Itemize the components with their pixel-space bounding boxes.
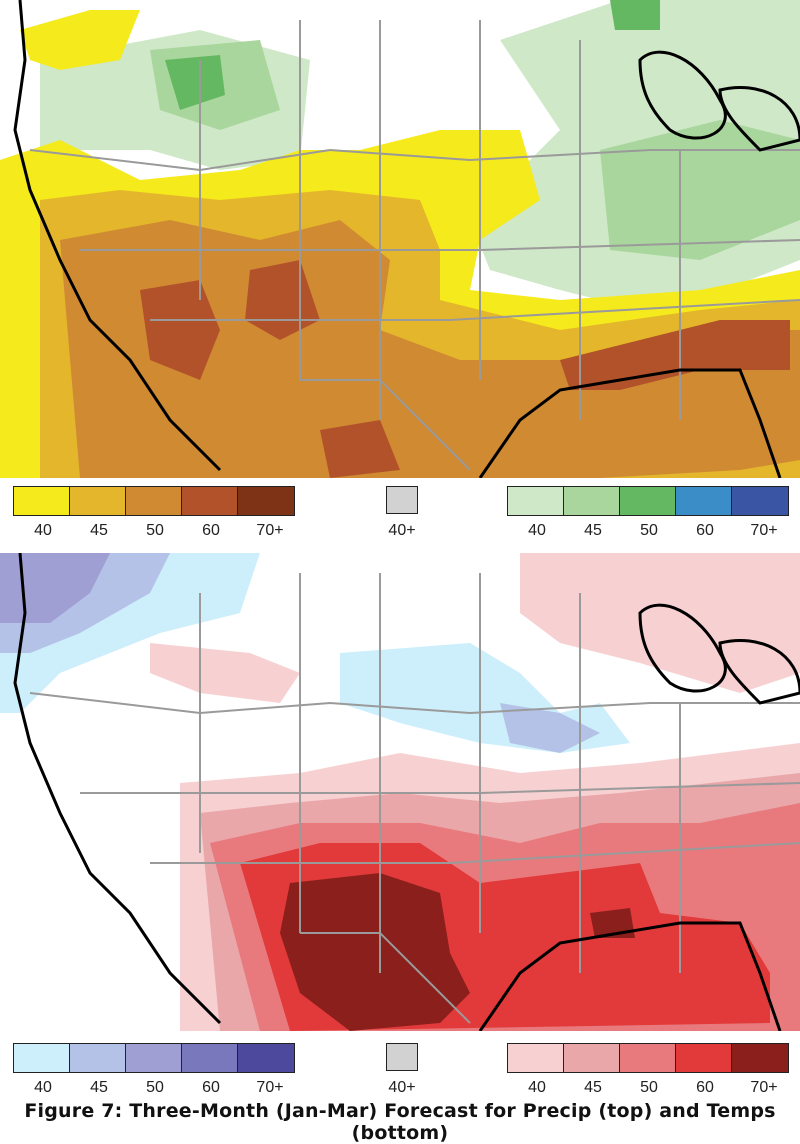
temp-coastline: [13, 553, 800, 1031]
precipitation-legend: 40 45 50 60 70+ 40+ 40 45 50 60 70+: [0, 486, 800, 546]
precip-ec-swatch: [386, 486, 418, 514]
precip-above-label-70: 70+: [750, 522, 778, 539]
precip-below-45-swatch: [70, 487, 126, 515]
precip-below-60-swatch: [182, 487, 238, 515]
temperature-legend: 40 45 50 60 70+ 40+ 40 45 50 60 70+: [0, 1043, 800, 1103]
temp-above-40-region: [520, 553, 800, 693]
precip-above-45-region-east: [600, 120, 800, 260]
temp-ec-swatch: [386, 1043, 418, 1071]
precipitation-map-graphic: [0, 0, 800, 478]
temp-above-label-70: 70+: [750, 1079, 778, 1096]
precip-below-label-50: 50: [146, 522, 164, 539]
temp-above-70-region-gulf: [590, 908, 635, 938]
precip-above-50-swatch: [620, 487, 676, 515]
precip-above-45-swatch: [564, 487, 620, 515]
precip-above-scale: [507, 486, 789, 516]
temp-state-borders: [29, 573, 800, 1024]
precip-below-70-swatch: [238, 487, 294, 515]
precip-above-60-swatch: [676, 487, 732, 515]
temp-below-label-60: 60: [202, 1079, 220, 1096]
temp-above-45-swatch: [564, 1044, 620, 1072]
precip-above-label-50: 50: [640, 522, 658, 539]
state-borders: [29, 20, 800, 471]
figure-caption: Figure 7: Three-Month (Jan-Mar) Forecast…: [24, 1100, 776, 1144]
temp-below-45-region-center: [500, 703, 600, 753]
temp-above-label-40: 40: [528, 1079, 546, 1096]
temperature-map-graphic: [0, 553, 800, 1031]
precip-above-70-swatch: [732, 487, 788, 515]
precip-below-label-70: 70+: [256, 522, 284, 539]
temp-below-scale: [13, 1043, 295, 1073]
temp-below-label-50: 50: [146, 1079, 164, 1096]
temp-below-label-40: 40: [34, 1079, 52, 1096]
precip-above-50-region: [165, 55, 225, 110]
temp-below-50-region: [0, 553, 110, 623]
precip-below-label-45: 45: [90, 522, 108, 539]
precip-below-60-region-south: [320, 420, 400, 478]
temp-below-60-swatch: [182, 1044, 238, 1072]
precip-below-40-region-nw: [20, 10, 140, 70]
temp-below-70-swatch: [238, 1044, 294, 1072]
precip-above-label-40: 40: [528, 522, 546, 539]
precip-below-label-40: 40: [34, 522, 52, 539]
temp-below-45-swatch: [70, 1044, 126, 1072]
precip-below-50-swatch: [126, 487, 182, 515]
temp-above-40-region-west: [150, 643, 300, 703]
precip-below-40-swatch: [14, 487, 70, 515]
precip-above-50-region-ne: [610, 0, 660, 30]
temp-below-label-45: 45: [90, 1079, 108, 1096]
precip-ec-label: 40+: [388, 522, 416, 539]
temp-above-label-50: 50: [640, 1079, 658, 1096]
temp-above-scale: [507, 1043, 789, 1073]
precip-below-scale: [13, 486, 295, 516]
temp-below-50-swatch: [126, 1044, 182, 1072]
temp-below-label-70: 70+: [256, 1079, 284, 1096]
temperature-map: [0, 553, 800, 1031]
temp-above-label-60: 60: [696, 1079, 714, 1096]
precip-above-label-60: 60: [696, 522, 714, 539]
temp-above-label-45: 45: [584, 1079, 602, 1096]
temp-above-60-swatch: [676, 1044, 732, 1072]
precip-below-50-region: [60, 220, 800, 478]
precip-above-40-swatch: [508, 487, 564, 515]
precip-below-60-region: [140, 280, 220, 380]
precipitation-map: [0, 0, 800, 478]
temp-above-70-swatch: [732, 1044, 788, 1072]
temp-below-40-swatch: [14, 1044, 70, 1072]
temp-ec-label: 40+: [388, 1079, 416, 1096]
temp-above-70-region: [280, 873, 470, 1031]
temp-above-50-swatch: [620, 1044, 676, 1072]
temp-above-40-swatch: [508, 1044, 564, 1072]
precip-below-label-60: 60: [202, 522, 220, 539]
precip-below-60-region-se: [560, 320, 790, 390]
precip-above-label-45: 45: [584, 522, 602, 539]
